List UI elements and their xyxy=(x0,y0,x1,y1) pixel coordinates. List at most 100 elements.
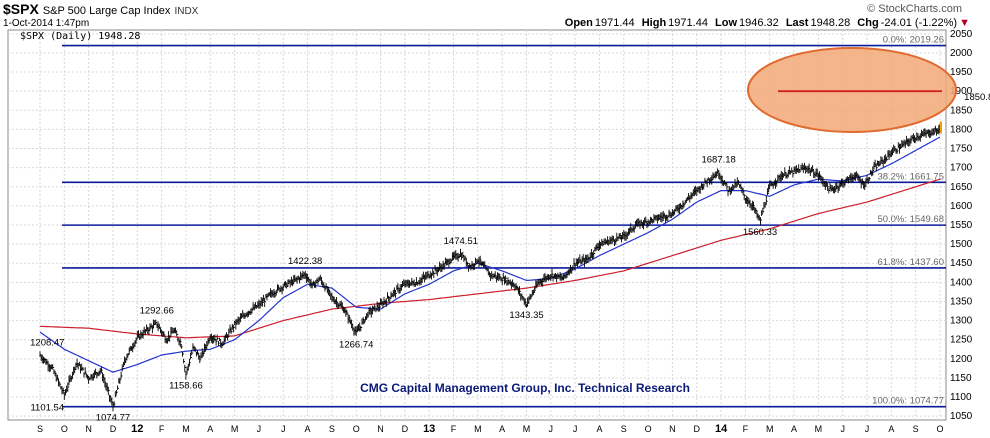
price-annotation: 1292.66 xyxy=(140,305,174,316)
x-tick-label: 13 xyxy=(423,423,435,435)
fib-label: 50.0%: 1549.68 xyxy=(877,214,944,225)
x-tick-label: A xyxy=(305,424,311,434)
y-tick-label: 1900 xyxy=(950,86,973,97)
down-arrow-icon: ▼ xyxy=(959,17,970,29)
y-tick-label: 1400 xyxy=(950,277,973,288)
y-tick-label: 1950 xyxy=(950,67,973,78)
low-label: Low xyxy=(715,17,737,29)
x-tick-label: D xyxy=(402,424,409,434)
x-tick-label: 12 xyxy=(131,423,143,435)
price-annotation: 1560.33 xyxy=(743,227,777,238)
y-tick-label: 1500 xyxy=(950,239,973,250)
x-tick-label: S xyxy=(329,424,335,434)
price-annotation: 1687.18 xyxy=(701,155,735,166)
x-tick-label: M xyxy=(231,424,239,434)
x-tick-label: O xyxy=(936,424,943,434)
x-tick-label: F xyxy=(159,424,165,434)
price-annotation: 1074.77 xyxy=(96,413,130,424)
index-name: S&P 500 Large Cap Index xyxy=(42,5,171,17)
y-tick-label: 1800 xyxy=(950,124,973,135)
low-value: 1946.32 xyxy=(739,17,779,29)
fib-label: 38.2%: 1661.75 xyxy=(877,171,944,182)
y-tick-label: 1750 xyxy=(950,144,973,155)
price-bars xyxy=(39,123,942,412)
y-tick-label: 1050 xyxy=(950,411,973,422)
price-annotation: 1474.51 xyxy=(444,236,478,247)
x-tick-label: M xyxy=(815,424,823,434)
x-tick-label: A xyxy=(207,424,213,434)
x-tick-label: M xyxy=(474,424,482,434)
price-annotation: 1422.38 xyxy=(288,256,322,267)
fib-label: 61.8%: 1437.60 xyxy=(877,257,944,268)
symbol-header: $SPX S&P 500 Large Cap Index INDX xyxy=(3,1,198,17)
x-tick-label: D xyxy=(694,424,701,434)
chg-label: Chg xyxy=(857,17,879,29)
y-tick-label: 2000 xyxy=(950,48,973,59)
price-annotation: 1266.74 xyxy=(339,339,373,350)
x-tick-label: F xyxy=(451,424,457,434)
high-value: 1971.44 xyxy=(668,17,708,29)
y-tick-label: 1100 xyxy=(950,392,972,403)
highlight-ellipse xyxy=(747,47,957,133)
ma-long-line xyxy=(39,178,941,339)
x-tick-label: J xyxy=(573,424,578,434)
x-tick-label: J xyxy=(281,424,286,434)
y-tick-label: 1250 xyxy=(950,335,973,346)
price-annotation: 1158.66 xyxy=(169,381,203,392)
x-tick-label: O xyxy=(645,424,652,434)
y-tick-label: 1450 xyxy=(950,258,973,269)
x-tick-label: S xyxy=(37,424,43,434)
x-tick-label: F xyxy=(743,424,749,434)
x-tick-label: 14 xyxy=(715,423,728,435)
x-tick-label: O xyxy=(353,424,360,434)
symbol: $SPX xyxy=(3,1,39,17)
y-tick-label: 1550 xyxy=(950,220,973,231)
price-annotation: 1101.54 xyxy=(30,402,64,413)
y-tick-label: 1650 xyxy=(950,182,973,193)
x-tick-label: A xyxy=(499,424,505,434)
x-tick-label: J xyxy=(840,424,845,434)
x-tick-label: J xyxy=(257,424,262,434)
exchange: INDX xyxy=(174,6,199,17)
x-tick-label: N xyxy=(85,424,92,434)
last-value: 1948.28 xyxy=(810,17,851,29)
open-label: Open xyxy=(564,17,593,29)
y-tick-label: 1850 xyxy=(950,105,973,116)
x-tick-label: A xyxy=(791,424,797,434)
x-tick-label: A xyxy=(596,424,602,434)
y-tick-label: 1300 xyxy=(950,316,973,327)
x-tick-label: M xyxy=(523,424,531,434)
ma-short-line xyxy=(39,136,941,373)
x-tick-label: S xyxy=(621,424,627,434)
x-tick-label: J xyxy=(549,424,554,434)
x-tick-label: O xyxy=(61,424,68,434)
x-tick-label: J xyxy=(865,424,870,434)
x-tick-label: M xyxy=(182,424,190,434)
y-tick-label: 1700 xyxy=(950,163,973,174)
y-tick-label: 1350 xyxy=(950,296,973,307)
series-legend: $SPX (Daily) 1948.28 xyxy=(20,31,141,42)
watermark-text: CMG Capital Management Group, Inc. Techn… xyxy=(360,381,690,395)
fib-label: 0.0%: 2019.26 xyxy=(883,35,944,46)
x-tick-label: N xyxy=(669,424,676,434)
quote-datetime: 1-Oct-2014 1:47pm xyxy=(3,18,90,29)
y-tick-label: 1150 xyxy=(950,373,972,384)
open-value: 1971.44 xyxy=(594,17,635,29)
price-annotation: 1850.84 xyxy=(964,92,990,103)
chg-value: -24.01 (-1.22%) xyxy=(880,17,958,29)
y-tick-label: 2050 xyxy=(950,29,973,40)
fib-label: 100.0%: 1074.77 xyxy=(872,396,944,407)
x-tick-label: D xyxy=(110,424,117,434)
quote-summary: Open 1971.44 High 1971.44 Low 1946.32 Last 1… xyxy=(561,17,970,29)
x-tick-label: S xyxy=(913,424,919,434)
price-annotation: 1343.35 xyxy=(509,310,543,321)
last-label: Last xyxy=(785,17,809,29)
x-tick-label: M xyxy=(766,424,774,434)
price-annotation: 1208.47 xyxy=(30,338,64,349)
x-tick-label: A xyxy=(888,424,894,434)
y-tick-label: 1600 xyxy=(950,201,973,212)
x-tick-label: N xyxy=(377,424,384,434)
brand-label: © StockCharts.com xyxy=(867,3,962,15)
